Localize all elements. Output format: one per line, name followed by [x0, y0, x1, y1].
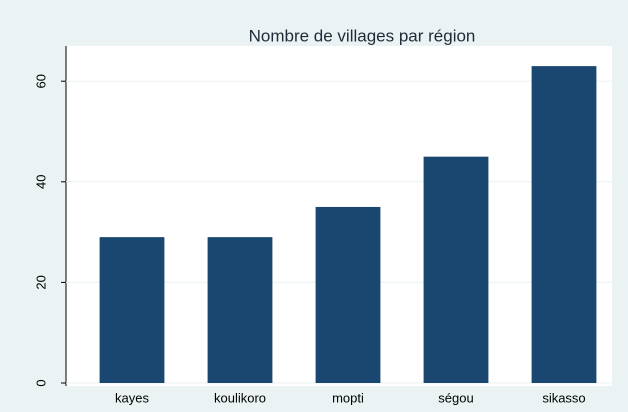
x-tick-label: ségou: [438, 390, 473, 405]
bar: [315, 206, 381, 383]
bar: [207, 237, 273, 383]
bar: [531, 66, 597, 384]
x-tick-label: koulikoro: [214, 390, 266, 405]
bar: [423, 156, 489, 383]
x-tick-label: kayes: [115, 390, 149, 405]
y-tick-label: 0: [33, 379, 48, 386]
y-tick-label: 60: [33, 74, 48, 88]
x-tick-label: sikasso: [542, 390, 585, 405]
y-tick-label: 40: [33, 175, 48, 189]
x-tick-label: mopti: [332, 390, 364, 405]
bar: [99, 237, 165, 383]
chart-title: Nombre de villages par région: [249, 26, 476, 45]
y-tick-label: 20: [33, 275, 48, 289]
